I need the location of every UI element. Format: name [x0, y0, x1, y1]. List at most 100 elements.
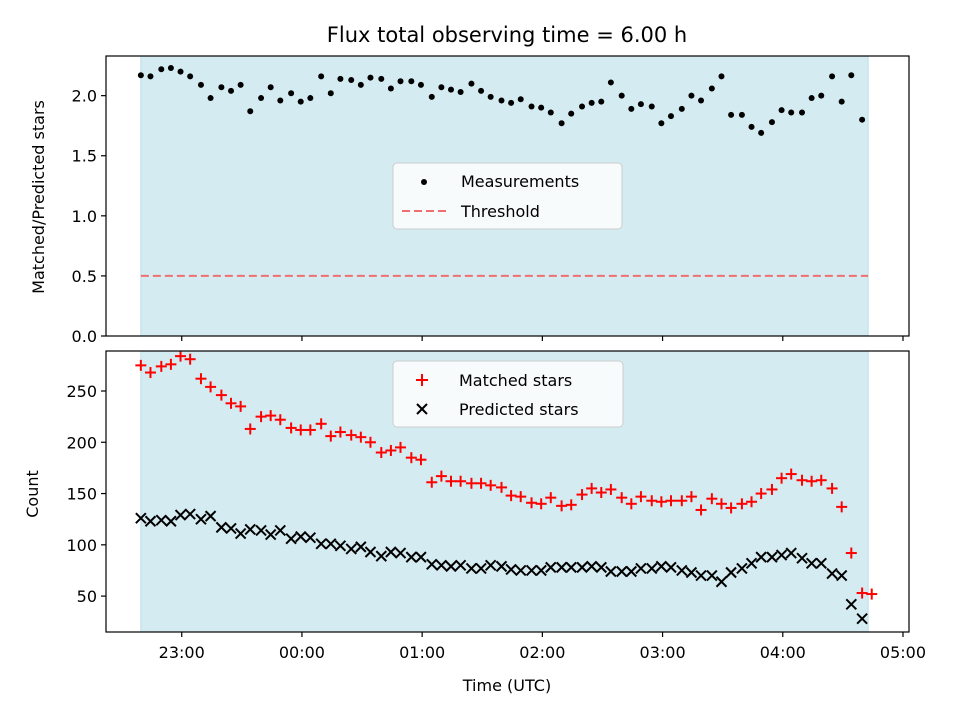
- matched-stars-point: [685, 491, 697, 503]
- predicted-stars-point: [525, 564, 538, 577]
- measurement-point: [568, 110, 575, 117]
- measurement-point: [167, 65, 174, 72]
- matched-stars-point: [595, 487, 607, 499]
- matched-stars-point: [806, 475, 818, 487]
- predicted-stars-point: [595, 561, 607, 574]
- predicted-stars-point: [805, 557, 818, 569]
- measurement-point: [288, 90, 295, 97]
- bottom-y-tick-label: 250: [66, 382, 97, 401]
- predicted-stars-point: [264, 528, 277, 541]
- measurement-point: [247, 108, 254, 115]
- matched-stars-point: [385, 444, 397, 456]
- predicted-stars-point: [394, 547, 407, 559]
- measurement-point: [448, 86, 455, 93]
- measurement-point: [187, 73, 194, 80]
- measurement-point: [838, 98, 845, 105]
- predicted-stars-point: [685, 566, 698, 579]
- matched-stars-point: [395, 441, 407, 453]
- measurement-point: [648, 103, 655, 110]
- bottom-legend: Matched stars Predicted stars: [392, 360, 624, 428]
- measurement-point: [147, 73, 154, 80]
- figure-title: Flux total observing time = 6.00 h: [327, 23, 687, 47]
- predicted-stars-point: [695, 569, 707, 582]
- matched-stars-point: [155, 360, 167, 372]
- measurement-point: [718, 73, 725, 80]
- x-tick-label: 05:00: [880, 643, 926, 662]
- measurement-point: [799, 109, 806, 116]
- matched-stars-point: [535, 498, 547, 510]
- matched-stars-point: [515, 491, 527, 503]
- predicted-stars-point: [625, 565, 638, 578]
- predicted-stars-point: [304, 531, 317, 544]
- matched-stars-point: [866, 588, 878, 600]
- matched-stars-point: [435, 470, 447, 482]
- matched-stars-point: [836, 501, 848, 513]
- predicted-stars-point: [345, 543, 357, 555]
- measurement-point: [348, 77, 355, 84]
- matched-stars-point: [845, 547, 857, 559]
- measurement-point: [457, 89, 464, 96]
- matched-stars-point: [526, 497, 538, 509]
- matched-stars-point: [255, 411, 267, 423]
- measurement-point: [637, 101, 644, 108]
- measurement-point: [688, 92, 695, 99]
- predicted-stars-point: [435, 559, 448, 572]
- bottom-series-1: [135, 508, 868, 625]
- matched-stars-point: [274, 414, 286, 426]
- predicted-stars-point: [545, 561, 557, 574]
- predicted-stars-point: [225, 522, 237, 535]
- predicted-stars-point: [405, 551, 418, 563]
- predicted-stars-point: [835, 569, 848, 582]
- predicted-stars-point: [375, 550, 387, 562]
- matched-stars-point: [586, 482, 598, 494]
- predicted-stars-point: [334, 540, 347, 552]
- matched-stars-point: [545, 492, 557, 504]
- top-series-0: [137, 65, 866, 136]
- measurement-point: [588, 99, 595, 106]
- matched-stars-point: [334, 426, 346, 438]
- predicted-stars-point: [845, 598, 858, 611]
- bottom-y-axis-label: Count: [23, 470, 42, 518]
- measurement-point: [417, 81, 424, 88]
- matched-stars-point: [175, 350, 187, 362]
- x-tick-label: 23:00: [159, 643, 205, 662]
- predicted-stars-point: [174, 509, 187, 521]
- predicted-stars-point: [426, 558, 438, 571]
- measurement-point: [768, 119, 775, 126]
- measurement-point: [357, 81, 364, 88]
- matched-stars-point: [375, 447, 387, 459]
- matched-stars-point: [605, 483, 617, 495]
- x-tick-label: 04:00: [760, 643, 806, 662]
- measurement-point: [628, 105, 635, 112]
- predicted-stars-point: [325, 538, 337, 550]
- legend-matched-marker: [416, 374, 428, 386]
- matched-stars-point: [415, 454, 427, 466]
- predicted-stars-point: [234, 527, 247, 540]
- predicted-stars-point: [445, 560, 457, 573]
- predicted-stars-point: [655, 560, 668, 573]
- measurement-point: [558, 120, 565, 127]
- matched-stars-point: [826, 482, 838, 494]
- bottom-y-tick-label: 50: [77, 587, 97, 606]
- measurement-point: [267, 84, 274, 91]
- matched-stars-point: [144, 367, 156, 379]
- predicted-stars-point: [755, 551, 767, 563]
- measurement-point: [818, 92, 825, 99]
- matched-stars-point: [215, 389, 227, 401]
- bottom-axes-frame: [105, 350, 910, 633]
- matched-stars-point: [565, 499, 577, 511]
- predicted-stars-point: [195, 513, 207, 525]
- predicted-stars-point: [826, 567, 838, 580]
- predicted-stars-point: [785, 547, 797, 559]
- matched-stars-point: [364, 436, 376, 448]
- predicted-stars-point: [385, 546, 397, 558]
- predicted-stars-point: [585, 560, 598, 573]
- matched-stars-point: [315, 418, 327, 430]
- predicted-stars-point: [635, 562, 647, 575]
- measurement-point: [177, 68, 184, 75]
- top-y-tick-label: 0.0: [72, 327, 97, 346]
- predicted-stars-point: [495, 560, 508, 573]
- measurement-point: [528, 103, 535, 110]
- measurement-point: [829, 73, 836, 80]
- matched-stars-point: [505, 490, 517, 502]
